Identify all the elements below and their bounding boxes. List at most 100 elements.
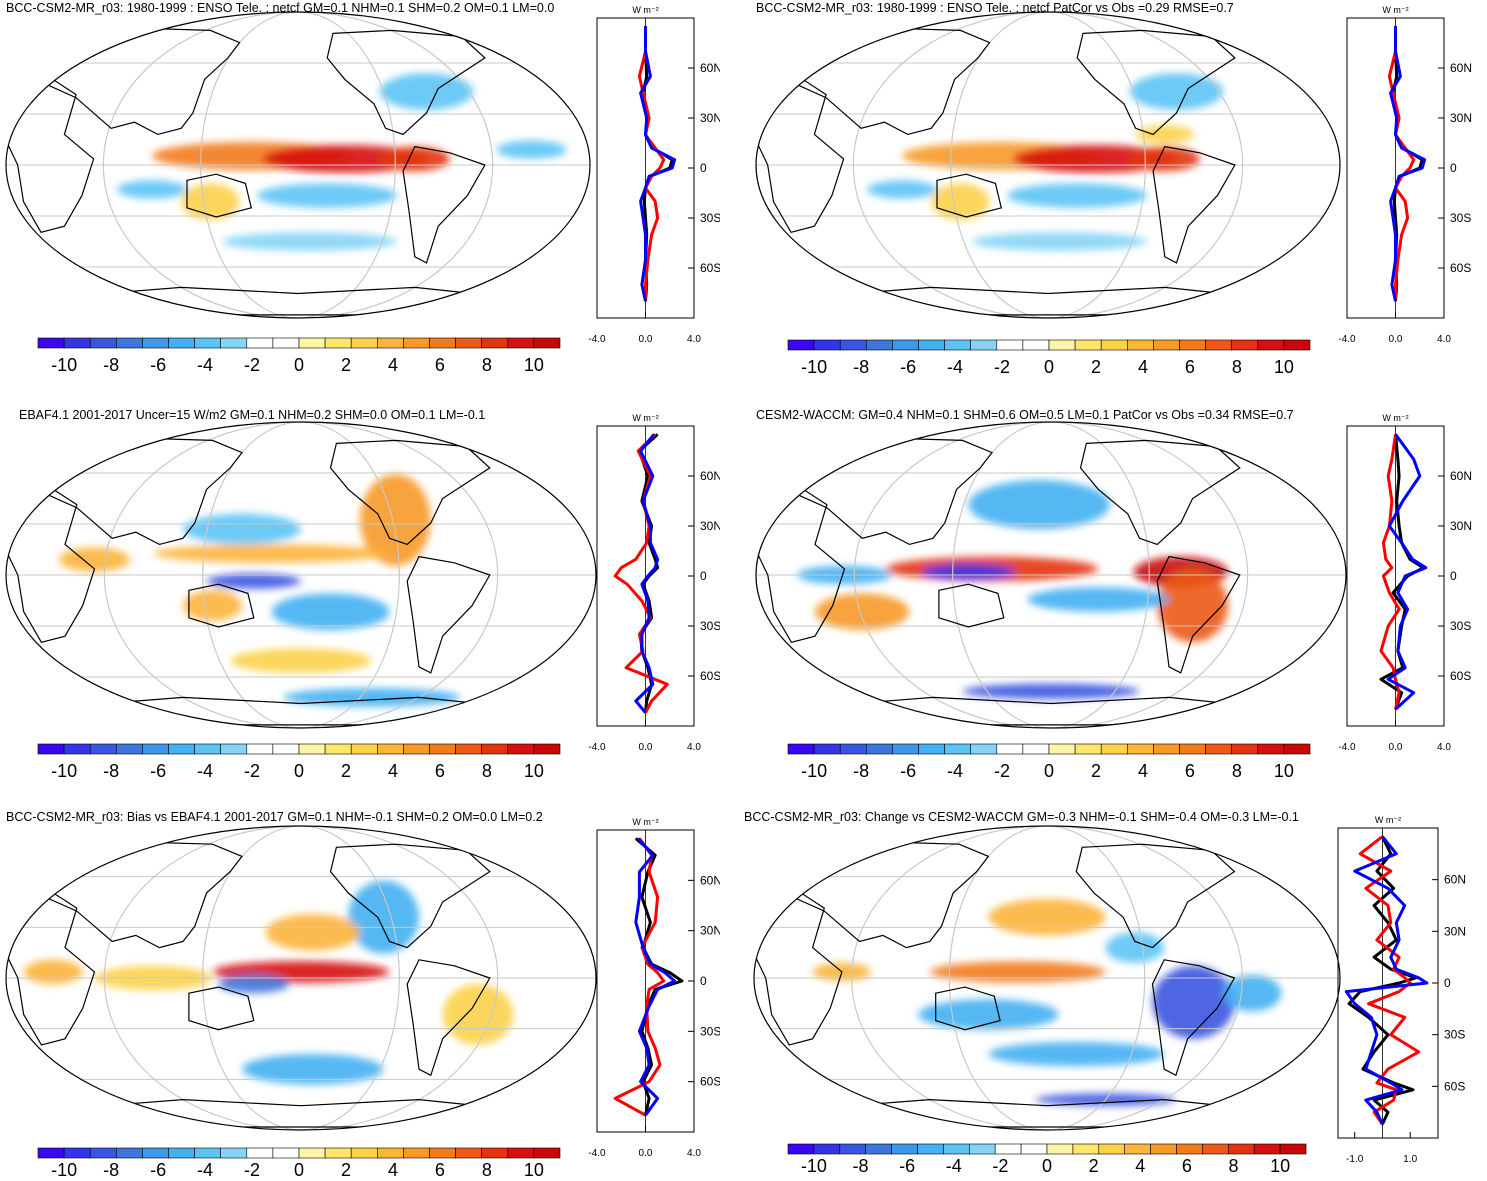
colorbar-tick-label: 10 [1274, 357, 1294, 377]
colorbar-tick-label: 6 [1185, 761, 1195, 781]
map-field [6, 826, 596, 1130]
anomaly-blob [442, 984, 514, 1045]
colorbar-swatch [891, 1143, 918, 1155]
x-tick-label: 4.0 [687, 334, 701, 345]
colorbar-swatch [142, 1147, 169, 1159]
anomaly-blob [116, 180, 188, 199]
coastline [756, 72, 845, 233]
map-field [756, 422, 1346, 728]
lat-tick-label: 30S [1444, 1028, 1465, 1042]
zonal-profile: 60N 30N 0 30S 60S -1.0 1.0 W m⁻² [1337, 815, 1466, 1165]
lat-tick-label: 0 [1450, 569, 1457, 583]
coastline [329, 439, 491, 546]
anomaly-blob [360, 474, 431, 566]
anomaly-blob [1157, 568, 1228, 643]
x-tick-label: -4.0 [588, 334, 606, 345]
colorbar-swatch [918, 339, 945, 351]
colorbar-swatch [533, 743, 561, 755]
colorbar-swatch [298, 743, 326, 755]
colorbar-swatch [298, 1147, 326, 1159]
colorbar-swatch [89, 337, 117, 349]
colorbar-swatch [533, 1147, 561, 1159]
anomaly-blob [1222, 974, 1282, 1012]
x-tick-label: -4.0 [588, 1148, 606, 1159]
colorbar-swatch [1046, 1143, 1074, 1155]
colorbar-tick-label: 8 [1228, 1156, 1238, 1176]
colorbar-tick-label: 2 [1091, 357, 1101, 377]
lat-tick-label: 30S [1450, 619, 1471, 633]
anomaly-blob [206, 573, 301, 589]
profile-series-model [634, 837, 684, 1116]
anomaly-blob [348, 880, 419, 954]
colorbar-swatch [246, 337, 274, 349]
anomaly-blob [1129, 73, 1224, 110]
colorbar-swatch [533, 337, 561, 349]
colorbar-swatch [142, 743, 169, 755]
x-tick-label: 0.0 [639, 334, 653, 345]
map-border [5, 825, 597, 1131]
anomaly-field [23, 880, 514, 1085]
colorbar-swatch [813, 743, 841, 755]
colorbar-tick-label: -6 [900, 357, 916, 377]
colorbar-swatch [918, 743, 945, 755]
colorbar-swatch [429, 337, 456, 349]
anomaly-blob [222, 232, 398, 251]
lat-tick-label: 30N [1450, 519, 1472, 533]
colorbar-swatch [272, 337, 300, 349]
colorbar-swatch [63, 1147, 91, 1159]
colorbar-tick-label: 0 [1044, 357, 1054, 377]
x-tick-label: 0.0 [639, 742, 653, 753]
panel-ebaf-obs: EBAF4.1 2001-2017 Uncer=15 W/m2 GM=0.1 N… [0, 398, 720, 788]
colorbar-swatch [1153, 743, 1180, 755]
profile-series-obs [1387, 26, 1416, 302]
colorbar-swatch [1022, 743, 1050, 755]
colorbar-swatch [1231, 339, 1259, 351]
colorbar-swatch [917, 1143, 944, 1155]
coastline [1151, 959, 1236, 1077]
x-tick-label: 1.0 [1403, 1154, 1417, 1165]
unit-label: W m⁻² [632, 413, 658, 423]
coastline [938, 583, 1005, 628]
profile-series-obs [613, 837, 666, 1117]
colorbar-tick-label: -8 [103, 761, 119, 781]
colorbar-swatch [1074, 743, 1102, 755]
colorbar-swatch [376, 337, 404, 349]
anomaly-blob [1152, 965, 1235, 1039]
anomaly-blob [968, 480, 1110, 530]
map: -10 -8 -6 -4 -2 0 2 4 6 8 10 60N 30N 0 30S 60S -1.0 1.0 W … [753, 815, 1466, 1176]
coastline [1075, 843, 1236, 949]
x-tick-label: -4.0 [588, 742, 606, 753]
x-tick-label: -4.0 [1338, 334, 1356, 345]
colorbar-swatch [298, 337, 326, 349]
colorbar-swatch [403, 337, 430, 349]
colorbar: -10 -8 -6 -4 -2 0 2 4 6 8 10 [37, 337, 561, 375]
colorbar-tick-label: 10 [524, 355, 544, 375]
colorbar: -10 -8 -6 -4 -2 0 2 4 6 8 10 [787, 339, 1311, 377]
colorbar-tick-label: -6 [150, 355, 166, 375]
colorbar-tick-label: -4 [197, 1160, 213, 1180]
colorbar-tick-label: 4 [1138, 761, 1148, 781]
colorbar-swatch [1048, 743, 1076, 755]
coastline [1152, 145, 1236, 264]
colorbar-swatch [429, 743, 456, 755]
anomaly-blob [1027, 587, 1169, 612]
colorbar-swatch [1098, 1143, 1125, 1155]
anomaly-blob [183, 513, 301, 545]
coastline [1079, 439, 1241, 546]
colorbar-swatch [1257, 743, 1285, 755]
unit-label: W m⁻² [1382, 5, 1408, 15]
map: -10 -8 -6 -4 -2 0 2 4 6 8 10 60N 30N 0 30S 60S -4.0 0.0 4.… [5, 817, 720, 1180]
anomaly-blob [183, 590, 242, 621]
profile-series-obs [637, 26, 666, 302]
lat-tick-label: 30N [1450, 111, 1472, 125]
colorbar-swatch [220, 337, 248, 349]
colorbar-swatch [970, 339, 998, 351]
colorbar-swatch [324, 1147, 352, 1159]
map: -10 -8 -6 -4 -2 0 2 4 6 8 10 60N 30N 0 30S 60S -4.0 0.0 4.… [755, 5, 1472, 377]
coastline [406, 555, 491, 674]
lat-tick-label: 60S [700, 669, 720, 683]
colorbar-swatch [37, 743, 65, 755]
colorbar-swatch [455, 1147, 483, 1159]
colorbar-swatch [116, 1147, 143, 1159]
lat-tick-label: 30S [700, 211, 720, 225]
